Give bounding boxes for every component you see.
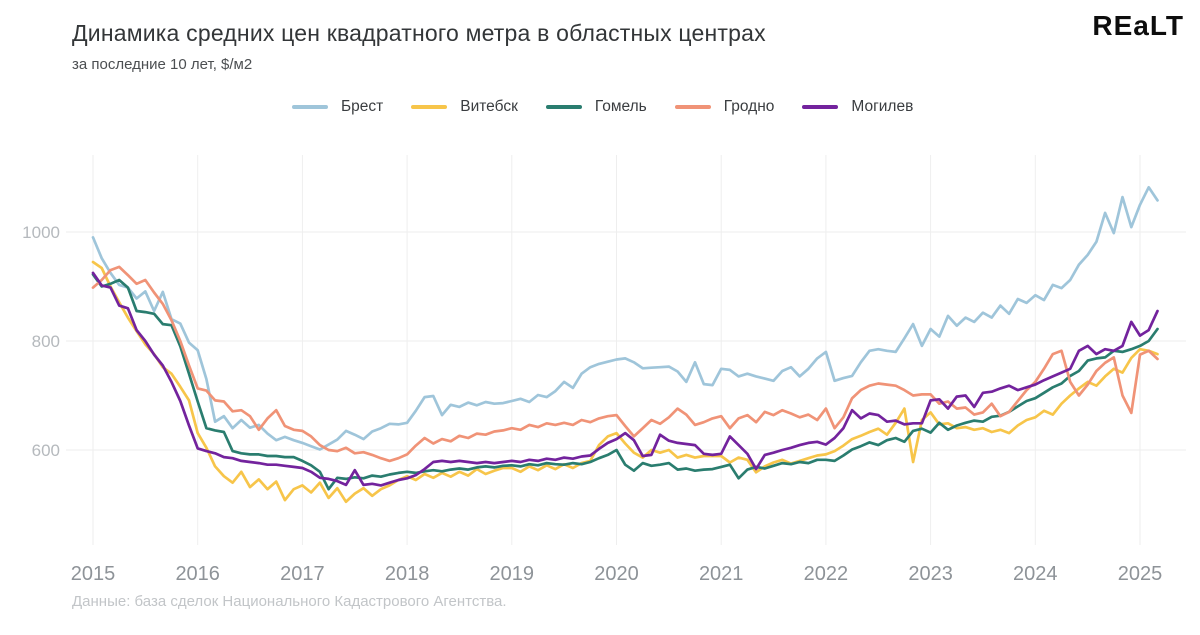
legend-swatch — [545, 105, 582, 109]
legend-label: Брест — [341, 98, 384, 115]
logo-left: RE — [1092, 10, 1134, 41]
x-axis-tick-2021: 2021 — [699, 563, 744, 585]
legend-item-vitebsk: Витебск — [411, 98, 518, 116]
legend: Брест Витебск Гомель Гродно Могилев — [292, 98, 913, 116]
x-axis-tick-2022: 2022 — [804, 563, 849, 585]
page-title: Динамика средних цен квадратного метра в… — [72, 20, 766, 46]
legend-item-brest: Брест — [292, 98, 383, 116]
x-axis-tick-2017: 2017 — [280, 563, 325, 585]
chart-line-gomel — [91, 273, 1159, 491]
legend-swatch — [411, 105, 448, 109]
y-axis-tick-800: 800 — [32, 332, 60, 351]
chart-line-brest — [91, 185, 1159, 451]
legend-item-mogilev: Могилев — [802, 98, 913, 116]
realt-logo: REALT — [1092, 10, 1184, 42]
page-subtitle: за последние 10 лет, $/м2 — [72, 56, 253, 73]
chart-line-mogilev — [91, 271, 1159, 487]
y-axis-tick-1000: 1000 — [22, 223, 60, 242]
x-axis-tick-2020: 2020 — [594, 563, 639, 585]
logo-mid: A — [1133, 10, 1150, 41]
y-axis-tick-600: 600 — [32, 441, 60, 460]
legend-label: Гомель — [594, 98, 647, 115]
x-axis-tick-2025: 2025 — [1118, 563, 1163, 585]
chart-line-grodno — [91, 265, 1159, 463]
legend-item-gomel: Гомель — [545, 98, 647, 116]
x-axis-tick-2018: 2018 — [385, 563, 430, 585]
x-axis-tick-2023: 2023 — [908, 563, 953, 585]
legend-label: Витебск — [460, 98, 518, 115]
legend-swatch — [802, 105, 839, 109]
data-source-note: Данные: база сделок Национального Кадаст… — [72, 593, 507, 610]
logo-right: LT — [1149, 10, 1184, 41]
legend-swatch — [292, 105, 328, 109]
legend-item-grodno: Гродно — [674, 98, 775, 116]
legend-label: Могилев — [851, 98, 914, 115]
legend-swatch — [674, 105, 711, 109]
x-axis-tick-2015: 2015 — [71, 563, 116, 585]
x-axis-tick-2016: 2016 — [175, 563, 220, 585]
x-axis-tick-2024: 2024 — [1013, 563, 1058, 585]
chart-line-vitebsk — [91, 260, 1159, 504]
legend-label: Гродно — [723, 98, 775, 115]
x-axis-tick-2019: 2019 — [490, 563, 535, 585]
